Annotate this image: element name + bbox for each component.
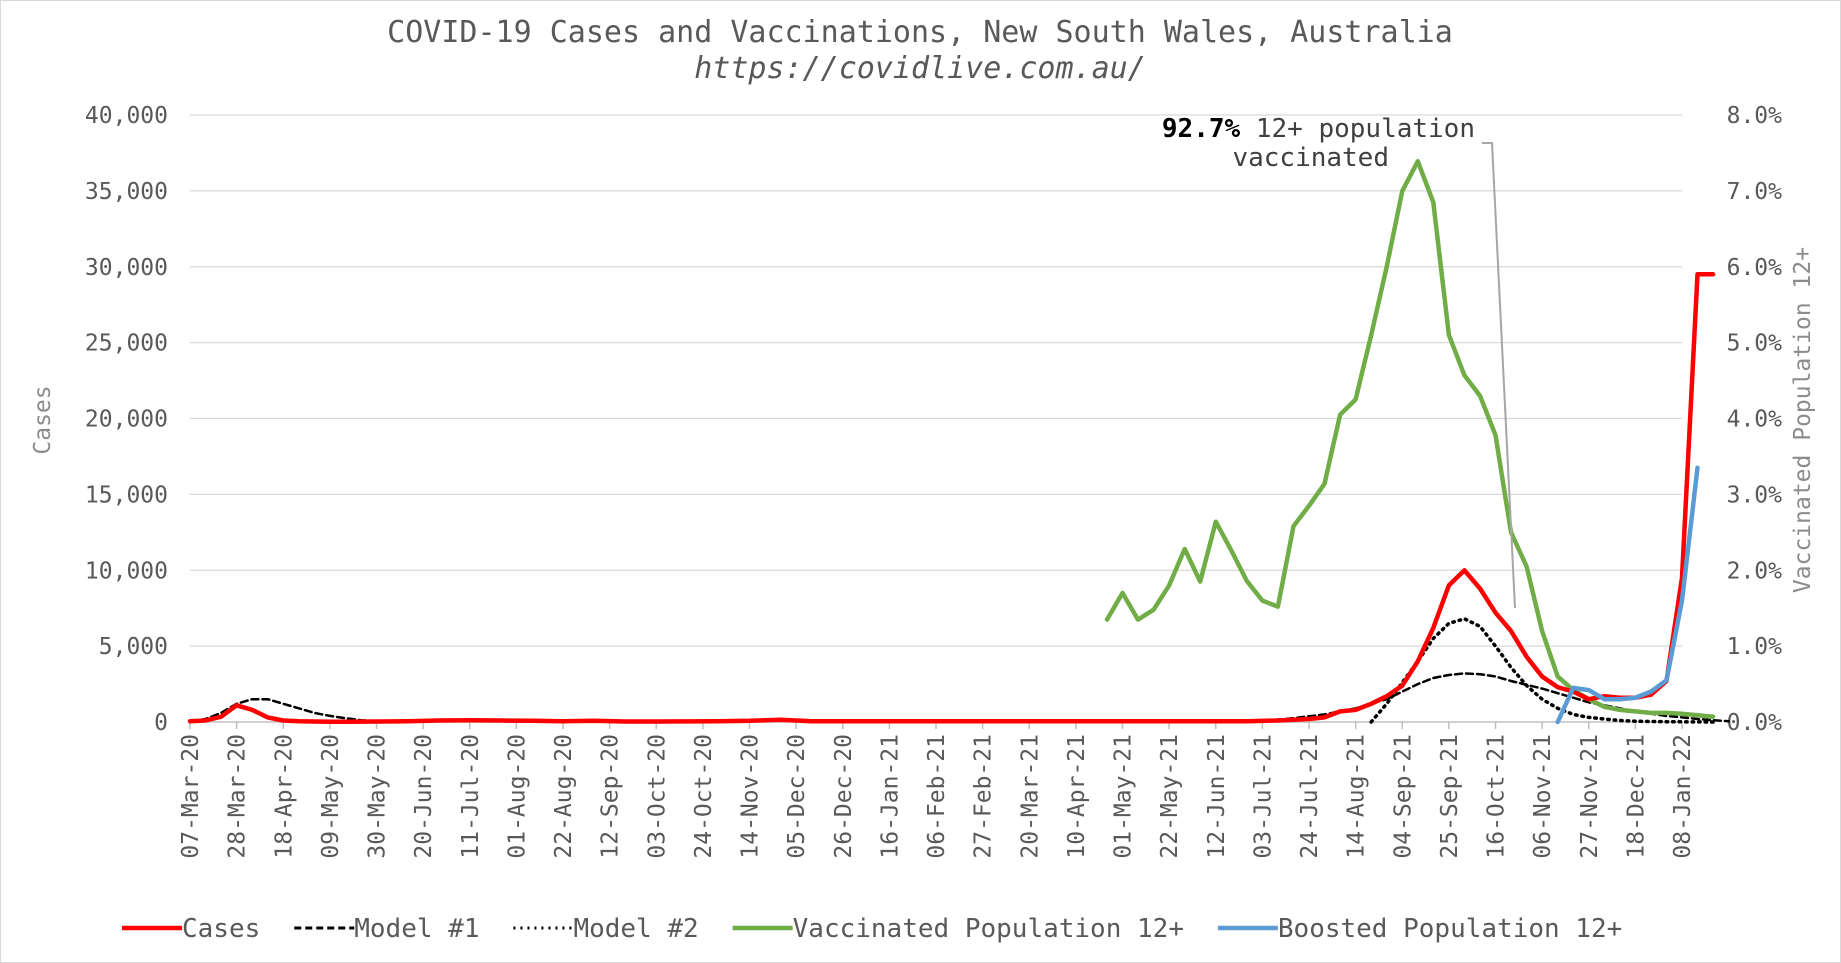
- x-tick-label: 20-Jun-20: [411, 734, 437, 859]
- x-tick-label: 01-May-21: [1111, 734, 1137, 859]
- x-tick-label: 22-May-21: [1157, 734, 1183, 859]
- x-tick-label: 08-Jan-22: [1670, 734, 1696, 859]
- x-tick-label: 12-Jun-21: [1204, 734, 1230, 859]
- y2-tick-label: 2.0%: [1727, 558, 1783, 584]
- x-tick-label: 24-Jul-21: [1297, 734, 1323, 859]
- x-tick-label: 06-Feb-21: [924, 734, 950, 859]
- annotation-line-1: 92.7% 12+ population: [1162, 114, 1475, 144]
- y2-tick-label: 5.0%: [1727, 331, 1783, 357]
- legend-label: Model #2: [573, 914, 698, 944]
- x-tick-label: 26-Dec-20: [831, 734, 857, 859]
- annotation-line-2: vaccinated: [1232, 143, 1389, 173]
- y2-tick-label: 1.0%: [1727, 634, 1783, 660]
- annotation-bold: 92.7%: [1162, 114, 1241, 144]
- gridlines: [190, 114, 1682, 647]
- x-tick-label: 14-Nov-20: [738, 734, 764, 859]
- x-tick-label: 30-May-20: [365, 734, 391, 859]
- x-tick-label: 03-Jul-21: [1250, 734, 1276, 859]
- y-tick-label: 40,000: [85, 103, 168, 129]
- x-tick-label: 06-Nov-21: [1530, 734, 1556, 859]
- x-tick-label: 01-Aug-20: [504, 734, 530, 859]
- x-tick-label: 11-Jul-20: [458, 734, 484, 859]
- x-tick-label: 10-Apr-21: [1064, 734, 1090, 859]
- legend: Cases Model #1 Model #2 Vaccinated Populati…: [122, 914, 1622, 944]
- x-tick-label: 14-Aug-21: [1344, 734, 1370, 859]
- chart-title: COVID-19 Cases and Vaccinations, New Sou…: [387, 15, 1453, 50]
- x-tick-label: 03-Oct-20: [644, 734, 670, 859]
- y2-tick-label: 3.0%: [1727, 482, 1783, 508]
- x-tick-label: 18-Dec-21: [1623, 734, 1649, 859]
- x-tick-label: 28-Mar-20: [225, 734, 251, 859]
- y-tick-label: 25,000: [85, 331, 168, 357]
- series-line-model-2: [1369, 617, 1715, 724]
- y-axis-label: Cases: [30, 385, 56, 454]
- x-tick-label: 22-Aug-20: [551, 734, 577, 859]
- y2-tick-label: 0.0%: [1727, 710, 1783, 736]
- y2-tick-label: 4.0%: [1727, 407, 1783, 433]
- series-line-boosted-population-12: [1555, 465, 1700, 725]
- x-tick-label: 18-Apr-20: [271, 734, 297, 859]
- y2-tick-label: 8.0%: [1727, 103, 1783, 129]
- x-tick-label: 09-May-20: [318, 734, 344, 859]
- y-tick-label: 15,000: [85, 482, 168, 508]
- legend-label: Boosted Population 12+: [1278, 914, 1622, 944]
- x-tick-label: 20-Mar-21: [1017, 734, 1043, 859]
- chart-subtitle: https://covidlive.com.au/: [694, 51, 1146, 86]
- y-tick-label: 5,000: [99, 634, 168, 660]
- x-tick-label: 16-Oct-21: [1484, 734, 1510, 859]
- y2-axis-label: Vaccinated Population 12+: [1790, 247, 1816, 593]
- series-line-vaccinated-population-12: [1104, 159, 1716, 719]
- y-tick-label: 35,000: [85, 179, 168, 205]
- annotation-leader: [1482, 142, 1516, 609]
- y2-tick-label: 7.0%: [1727, 179, 1783, 205]
- x-tick-label: 04-Sep-21: [1390, 734, 1416, 859]
- axes: 0 0.0% 5,000 1.0% 10,000 2.0% 15,000 3.0% 20,000…: [85, 103, 1782, 859]
- y2-tick-label: 6.0%: [1727, 255, 1783, 281]
- x-tick-label: 12-Sep-20: [598, 734, 624, 859]
- annotation: 92.7% 12+ population vaccinated: [1162, 114, 1516, 609]
- y-tick-label: 0: [154, 710, 168, 736]
- annotation-rest: 12+ population: [1240, 114, 1475, 144]
- x-tick-label: 07-Mar-20: [178, 734, 204, 859]
- x-tick-label: 27-Feb-21: [971, 734, 997, 859]
- legend-label: Model #1: [354, 914, 479, 944]
- x-tick-label: 16-Jan-21: [877, 734, 903, 859]
- x-tick-label: 05-Dec-20: [784, 734, 810, 859]
- x-tick-label: 25-Sep-21: [1437, 734, 1463, 859]
- legend-label: Cases: [182, 914, 260, 944]
- y-tick-label: 30,000: [85, 255, 168, 281]
- series-lines: [187, 159, 1730, 725]
- series-line-cases: [187, 568, 1654, 725]
- y-tick-label: 20,000: [85, 407, 168, 433]
- y-tick-label: 10,000: [85, 558, 168, 584]
- legend-label: Vaccinated Population 12+: [793, 914, 1184, 944]
- x-tick-label: 27-Nov-21: [1577, 734, 1603, 859]
- x-tick-label: 24-Oct-20: [691, 734, 717, 859]
